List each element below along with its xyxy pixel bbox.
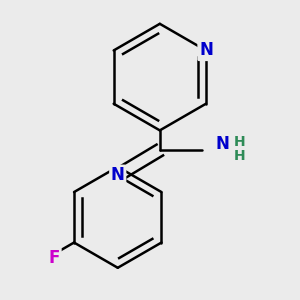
Text: F: F	[49, 249, 60, 267]
Text: N: N	[111, 166, 125, 184]
Text: H: H	[234, 148, 246, 163]
Text: N: N	[216, 135, 230, 153]
Text: H: H	[234, 135, 246, 148]
Text: N: N	[199, 41, 213, 59]
